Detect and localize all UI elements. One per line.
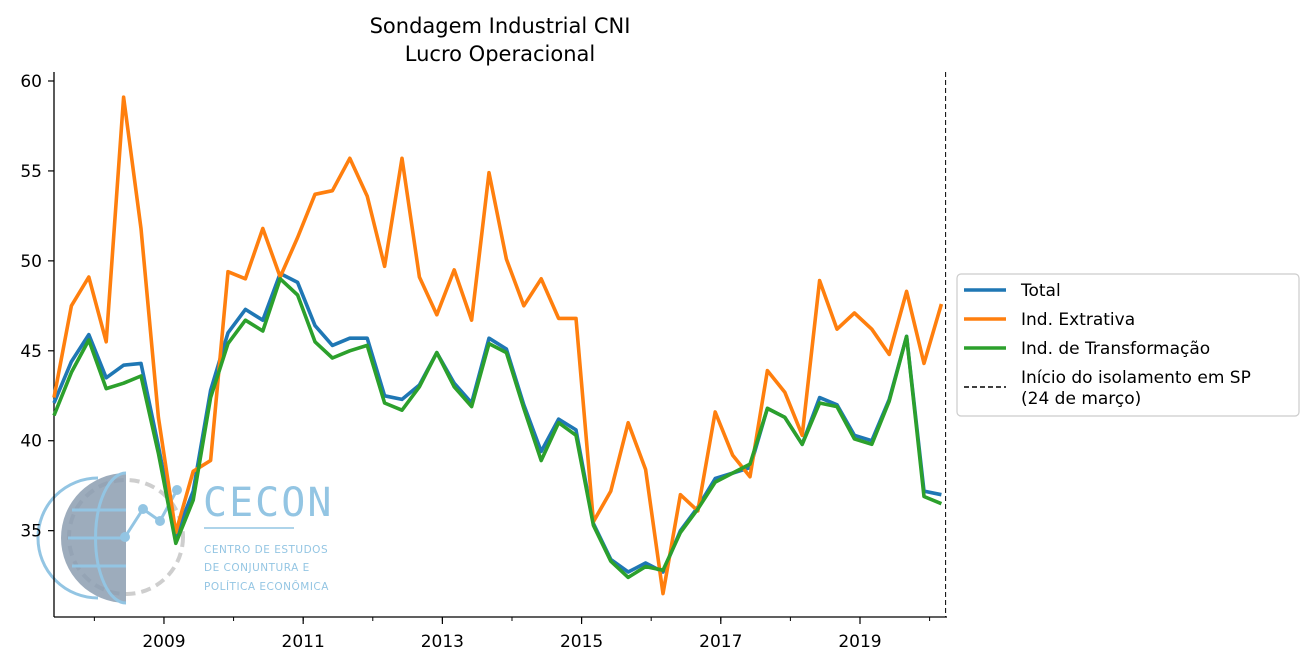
logo-trend-dot: [172, 485, 182, 495]
logo-subtitle-line-3: POLÍTICA ECONÔMICA: [204, 580, 329, 593]
y-tick-label: 50: [20, 252, 42, 272]
x-tick-label: 2009: [142, 632, 185, 652]
y-tick-label: 35: [20, 522, 42, 542]
series-line-0: [52, 271, 942, 574]
legend-label-0: Total: [1020, 281, 1061, 301]
x-tick-label: 2015: [560, 632, 603, 652]
logo-subtitle-line-2: DE CONJUNTURA E: [204, 562, 310, 574]
x-tick-label: 2017: [699, 632, 742, 652]
legend-label-2: Ind. de Transformação: [1021, 339, 1210, 359]
chart-subtitle: Lucro Operacional: [405, 42, 595, 66]
logo-trend-dot: [155, 516, 165, 526]
y-tick-label: 60: [20, 72, 42, 92]
x-tick-label: 2013: [421, 632, 464, 652]
x-tick-label: 2011: [282, 632, 325, 652]
legend-box: [956, 273, 1300, 417]
series-layer: [52, 95, 944, 596]
logo-trend-dot: [138, 504, 148, 514]
legend-label-1: Ind. Extrativa: [1021, 310, 1135, 330]
y-tick-label: 45: [20, 342, 42, 362]
x-tick-label: 2019: [838, 632, 881, 652]
logo-trend-dot: [120, 532, 130, 542]
legend: Total Ind. Extrativa Ind. de Transformação…: [956, 273, 1300, 417]
logo-subtitle-line-1: CENTRO DE ESTUDOS: [204, 544, 328, 556]
legend-label-vline-1: (24 de março): [1021, 389, 1141, 409]
chart-title: Sondagem Industrial CNI: [370, 14, 631, 38]
logo-globe-lines: [36, 471, 127, 605]
legend-label-vline-0: Início do isolamento em SP: [1021, 368, 1251, 388]
logo-name: CECON: [203, 480, 333, 526]
y-tick-label: 55: [20, 162, 42, 182]
series-line-2: [52, 276, 943, 580]
series-line-1: [52, 95, 944, 596]
axes: 35 40 45 50 55 60 2009 2011 2013 2015 2017 2019: [20, 72, 947, 652]
y-tick-label: 40: [20, 432, 42, 452]
